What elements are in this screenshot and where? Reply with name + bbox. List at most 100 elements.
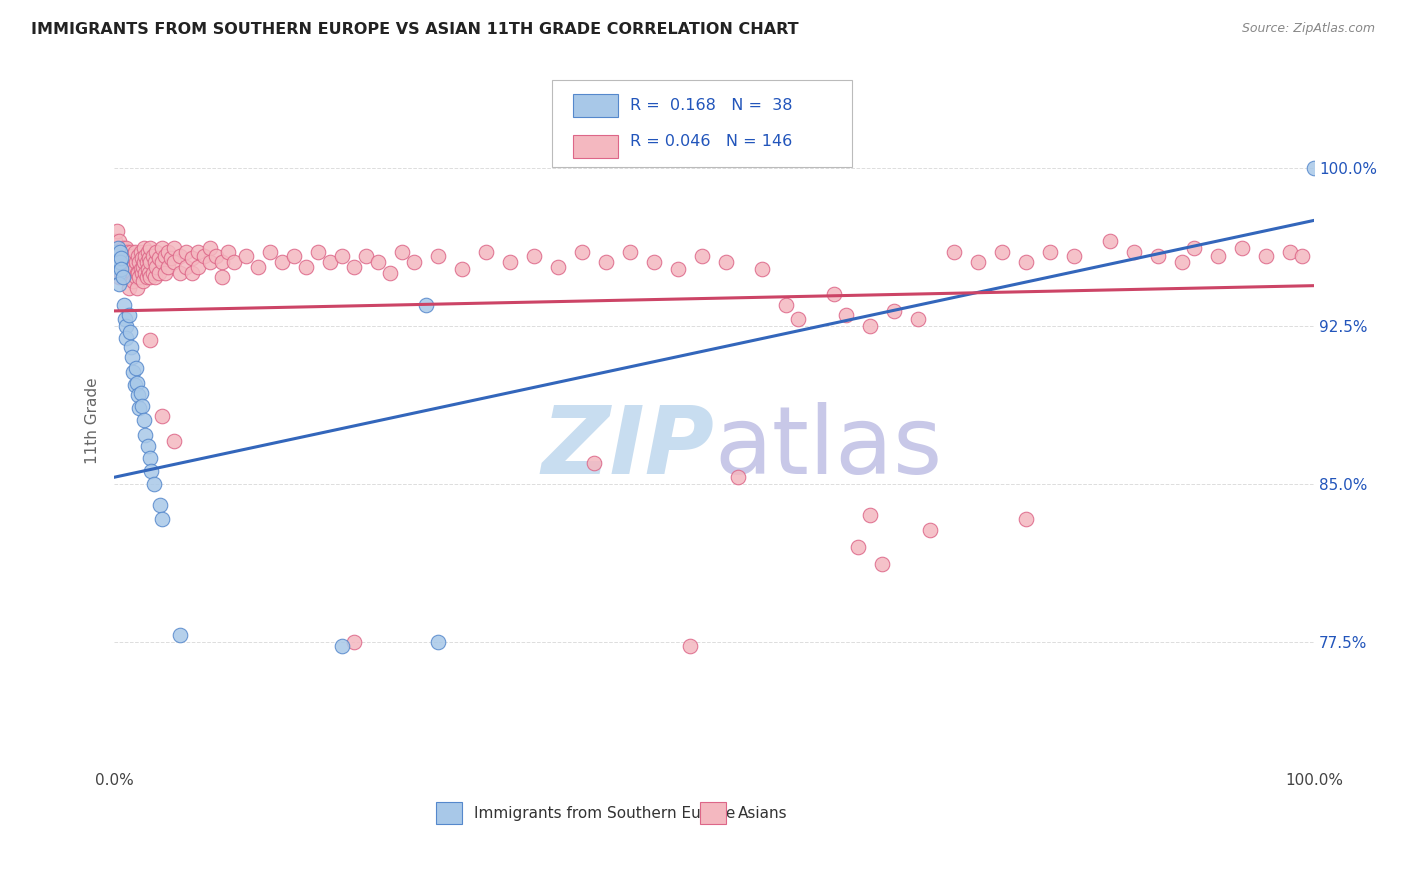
Point [108, 235, 131, 249]
Point [211, 255, 233, 269]
Point [136, 439, 159, 453]
Point [125, 266, 148, 280]
Point [138, 252, 160, 266]
Point [104, 255, 127, 269]
Point [150, 512, 173, 526]
Point [125, 270, 148, 285]
Text: Source: ZipAtlas.com: Source: ZipAtlas.com [1241, 22, 1375, 36]
Point [181, 252, 204, 266]
Point [108, 266, 131, 280]
Text: ZIP: ZIP [541, 402, 714, 494]
Point [128, 255, 150, 269]
Point [271, 255, 294, 269]
Point [159, 252, 181, 266]
Point [129, 244, 152, 259]
Point [110, 249, 132, 263]
Point [1147, 249, 1170, 263]
Point [1123, 244, 1146, 259]
Point [427, 249, 450, 263]
Point [125, 255, 148, 269]
Point [1303, 161, 1326, 175]
Point [391, 244, 413, 259]
Point [787, 312, 810, 326]
FancyBboxPatch shape [553, 80, 852, 167]
Point [354, 249, 377, 263]
Point [690, 249, 713, 263]
Point [991, 244, 1014, 259]
Point [111, 270, 134, 285]
Point [104, 266, 127, 280]
Point [169, 266, 191, 280]
Point [1254, 249, 1277, 263]
Point [1099, 235, 1122, 249]
Point [367, 255, 389, 269]
Point [139, 255, 162, 269]
Point [124, 244, 146, 259]
Point [153, 266, 176, 280]
Point [920, 523, 942, 537]
Point [117, 249, 139, 263]
Point [134, 241, 156, 255]
Point [415, 297, 437, 311]
Point [108, 261, 131, 276]
Point [117, 244, 139, 259]
Point [121, 266, 143, 280]
Point [1206, 249, 1229, 263]
Point [118, 325, 141, 339]
Point [129, 386, 152, 401]
Point [666, 261, 689, 276]
Point [122, 365, 145, 379]
Point [118, 255, 141, 269]
Point [187, 260, 209, 274]
Point [404, 255, 426, 269]
Point [112, 266, 135, 280]
Point [163, 255, 186, 269]
Text: R = 0.046   N = 146: R = 0.046 N = 146 [630, 134, 793, 149]
Text: IMMIGRANTS FROM SOUTHERN EUROPE VS ASIAN 11TH GRADE CORRELATION CHART: IMMIGRANTS FROM SOUTHERN EUROPE VS ASIAN… [31, 22, 799, 37]
Point [523, 249, 546, 263]
Point [115, 331, 138, 345]
Text: atlas: atlas [714, 402, 942, 494]
Point [163, 434, 186, 449]
Point [142, 476, 165, 491]
Point [187, 244, 209, 259]
FancyBboxPatch shape [572, 95, 619, 118]
Point [110, 266, 132, 280]
Point [135, 270, 157, 285]
Point [163, 241, 186, 255]
Point [108, 270, 131, 285]
Point [139, 270, 162, 285]
Point [108, 244, 131, 259]
Point [107, 261, 129, 276]
Point [547, 260, 569, 274]
Text: Asians: Asians [738, 805, 787, 821]
Point [169, 628, 191, 642]
Point [475, 244, 498, 259]
Point [823, 287, 845, 301]
Point [224, 255, 246, 269]
Point [157, 244, 180, 259]
Point [132, 275, 155, 289]
Point [883, 304, 905, 318]
Point [122, 260, 145, 274]
Point [112, 249, 135, 263]
Point [108, 255, 131, 269]
Point [143, 270, 166, 285]
Point [108, 252, 131, 266]
Point [451, 261, 474, 276]
Point [124, 377, 146, 392]
Point [127, 249, 149, 263]
Point [104, 249, 127, 263]
Point [1182, 241, 1205, 255]
Point [198, 241, 221, 255]
Point [104, 235, 127, 249]
Point [134, 249, 156, 263]
Point [1015, 512, 1038, 526]
Point [118, 270, 141, 285]
Point [619, 244, 641, 259]
Point [217, 244, 239, 259]
Point [427, 634, 450, 648]
Point [131, 266, 153, 280]
Point [131, 252, 153, 266]
Point [138, 266, 160, 280]
